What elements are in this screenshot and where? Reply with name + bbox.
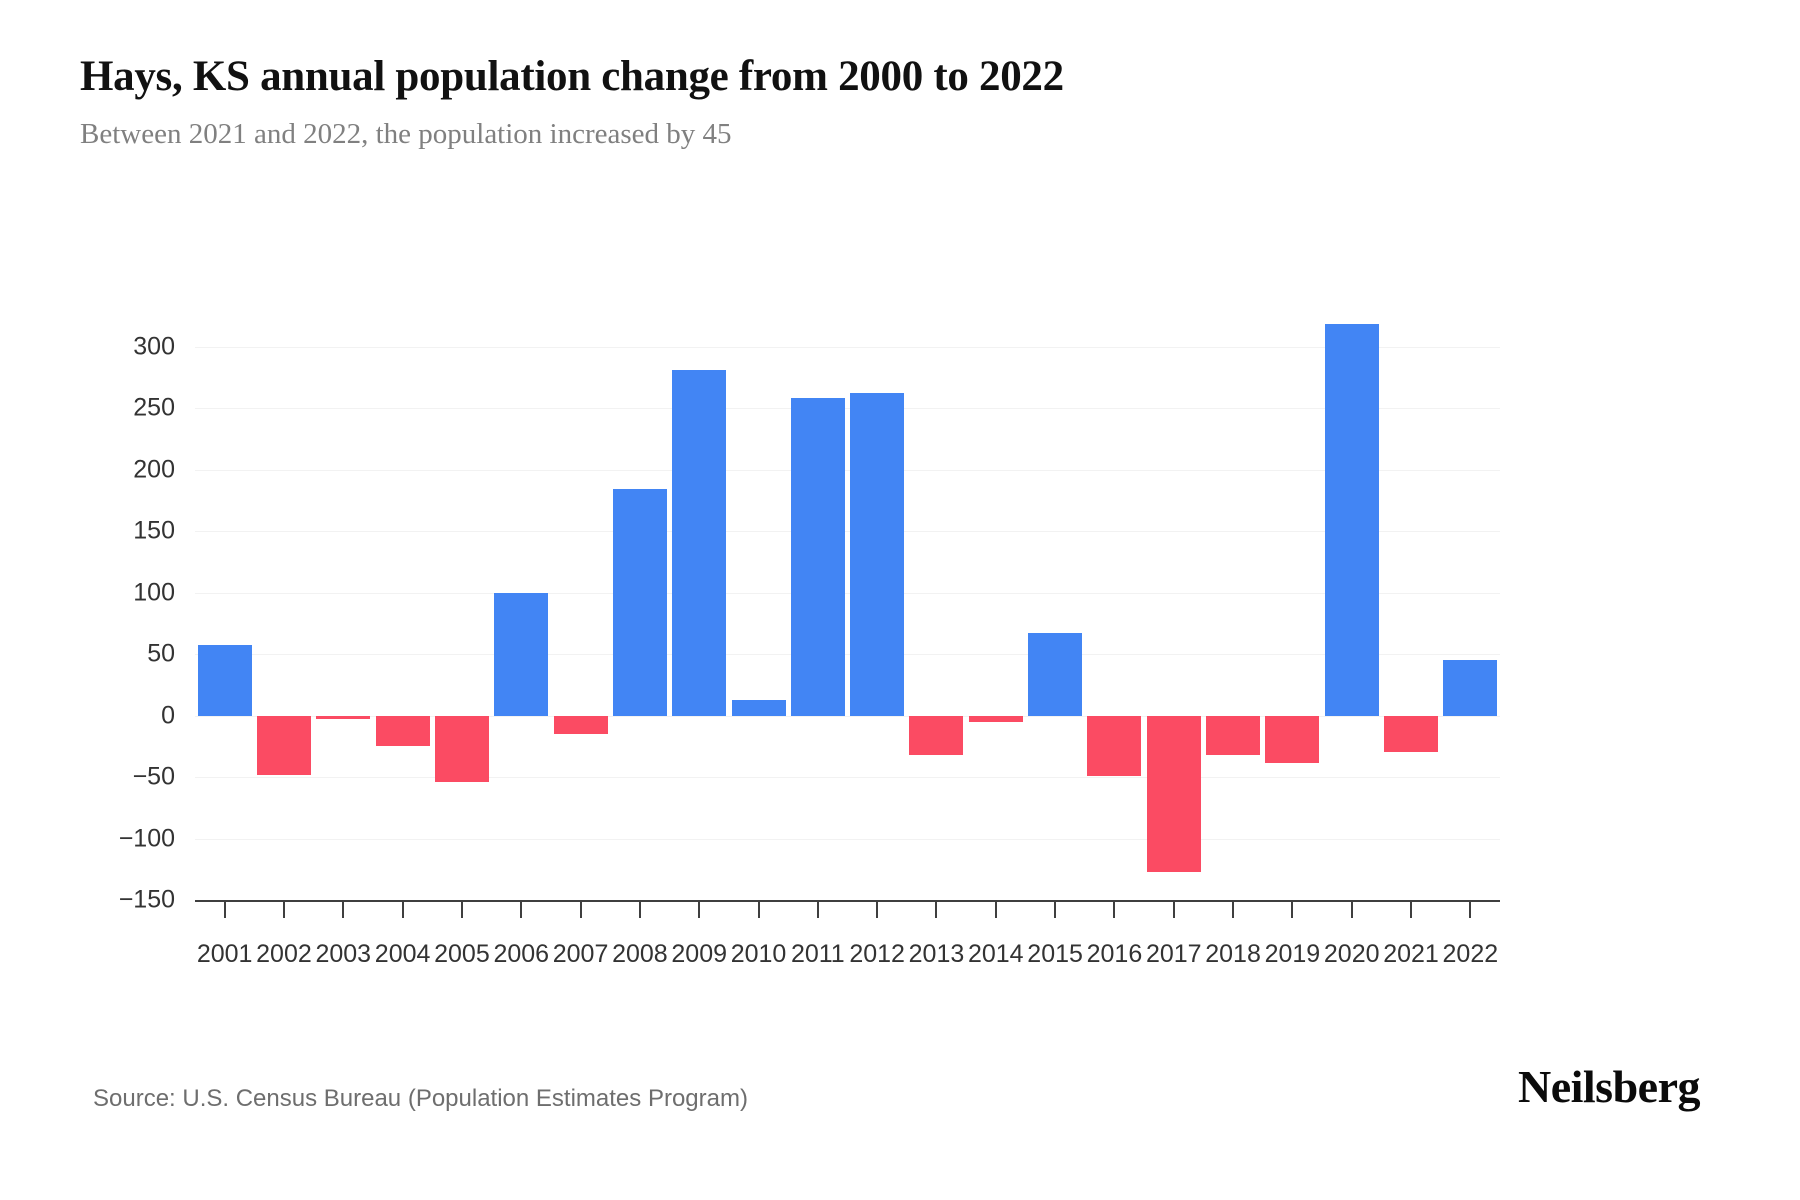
- gridline-150: [195, 531, 1500, 533]
- bar-2004[interactable]: [375, 715, 430, 747]
- x-tick-mark: [223, 900, 226, 918]
- bar-2005[interactable]: [434, 715, 489, 782]
- x-tick-label-2013: 2013: [908, 940, 965, 968]
- y-tick-label: −50: [132, 762, 175, 791]
- x-tick-mark: [1172, 900, 1175, 918]
- x-tick-label-2005: 2005: [434, 940, 490, 968]
- x-tick-label-2015: 2015: [1027, 940, 1083, 968]
- brand-logo: Neilsberg: [1517, 1061, 1701, 1112]
- x-tick-mark: [282, 900, 285, 918]
- x-tick-mark: [401, 900, 404, 918]
- bar-2001[interactable]: [197, 645, 252, 716]
- x-tick-mark: [342, 900, 345, 918]
- x-tick-label-2014: 2014: [967, 940, 1024, 968]
- x-tick-mark: [579, 900, 582, 918]
- y-tick-label: 50: [147, 639, 175, 668]
- y-tick-label: 300: [133, 332, 175, 361]
- x-tick-label-2009: 2009: [671, 940, 728, 968]
- bar-2017[interactable]: [1146, 715, 1201, 872]
- x-tick-label-2022: 2022: [1442, 940, 1499, 968]
- y-tick-label: 250: [133, 393, 175, 422]
- x-tick-label-2007: 2007: [552, 940, 609, 968]
- x-tick-label-2010: 2010: [730, 940, 787, 968]
- x-tick-mark: [1054, 900, 1057, 918]
- x-tick-label-2003: 2003: [315, 940, 372, 968]
- x-tick-mark: [1410, 900, 1413, 918]
- gridline-300: [195, 346, 1500, 348]
- bar-2010[interactable]: [731, 699, 786, 716]
- x-tick-mark: [698, 900, 701, 918]
- x-tick-label-2016: 2016: [1086, 940, 1143, 968]
- bar-2011[interactable]: [790, 398, 845, 716]
- bar-2019[interactable]: [1265, 715, 1320, 764]
- y-tick-label: −150: [118, 885, 175, 914]
- x-tick-mark: [1232, 900, 1235, 918]
- x-axis-line: [195, 900, 1500, 902]
- bar-2006[interactable]: [494, 592, 549, 716]
- x-tick-label-2001: 2001: [196, 940, 253, 968]
- y-tick-label: −100: [118, 824, 175, 852]
- bar-2012[interactable]: [850, 393, 905, 716]
- bar-2016[interactable]: [1087, 715, 1142, 776]
- x-tick-label-2004: 2004: [374, 940, 431, 968]
- x-tick-label-2011: 2011: [790, 940, 845, 968]
- x-tick-label-2021: 2021: [1383, 940, 1439, 968]
- x-tick-label-2006: 2006: [493, 940, 550, 968]
- bar-2007[interactable]: [553, 715, 608, 734]
- x-tick-mark: [1350, 900, 1353, 918]
- x-tick-mark: [1113, 900, 1116, 918]
- x-tick-mark: [994, 900, 997, 918]
- page-title: Hays, KS annual population change from 2…: [80, 53, 1064, 100]
- gridline--100: [195, 838, 1500, 840]
- page-subtitle: Between 2021 and 2022, the population in…: [80, 118, 732, 150]
- x-tick-mark: [757, 900, 760, 918]
- gridline--50: [195, 777, 1500, 779]
- x-tick-label-2002: 2002: [256, 940, 312, 968]
- bar-2018[interactable]: [1206, 715, 1261, 755]
- bar-2021[interactable]: [1384, 715, 1439, 753]
- bar-2015[interactable]: [1028, 633, 1083, 716]
- x-tick-mark: [520, 900, 523, 918]
- x-tick-label-2012: 2012: [849, 940, 905, 968]
- x-tick-mark: [935, 900, 938, 918]
- bar-2008[interactable]: [612, 489, 667, 716]
- x-tick-mark: [876, 900, 879, 918]
- bar-2002[interactable]: [256, 715, 311, 775]
- bar-2009[interactable]: [672, 369, 727, 716]
- x-tick-mark: [460, 900, 463, 918]
- x-tick-label-2020: 2020: [1323, 940, 1380, 968]
- x-tick-label-2017: 2017: [1145, 940, 1202, 968]
- x-tick-label-2018: 2018: [1205, 940, 1261, 968]
- y-tick-label: 100: [133, 578, 175, 607]
- bar-2020[interactable]: [1324, 324, 1379, 716]
- bar-chart-plot-area: 300 250 200 150 100 50 0 −50 −100 −150 2001 2002 200…: [119, 322, 1500, 968]
- gridline-250: [195, 408, 1500, 410]
- x-tick-mark: [1291, 900, 1294, 918]
- gridline-0: [195, 715, 1500, 717]
- y-tick-label: 150: [133, 516, 175, 545]
- y-tick-label: 0: [161, 701, 175, 730]
- x-tick-mark: [638, 900, 641, 918]
- x-tick-mark: [1469, 900, 1472, 918]
- bar-2022[interactable]: [1443, 660, 1498, 716]
- y-tick-label: 200: [133, 455, 175, 484]
- x-tick-mark: [816, 900, 819, 918]
- x-tick-label-2019: 2019: [1264, 940, 1321, 968]
- bar-2014[interactable]: [968, 715, 1023, 722]
- bar-2013[interactable]: [909, 715, 964, 755]
- gridline-50: [195, 654, 1500, 656]
- x-tick-label-2008: 2008: [612, 940, 668, 968]
- gridline-200: [195, 469, 1500, 471]
- bar-2003[interactable]: [316, 715, 371, 720]
- source-note: Source: U.S. Census Bureau (Population E…: [93, 1085, 748, 1112]
- gridline-100: [195, 592, 1500, 594]
